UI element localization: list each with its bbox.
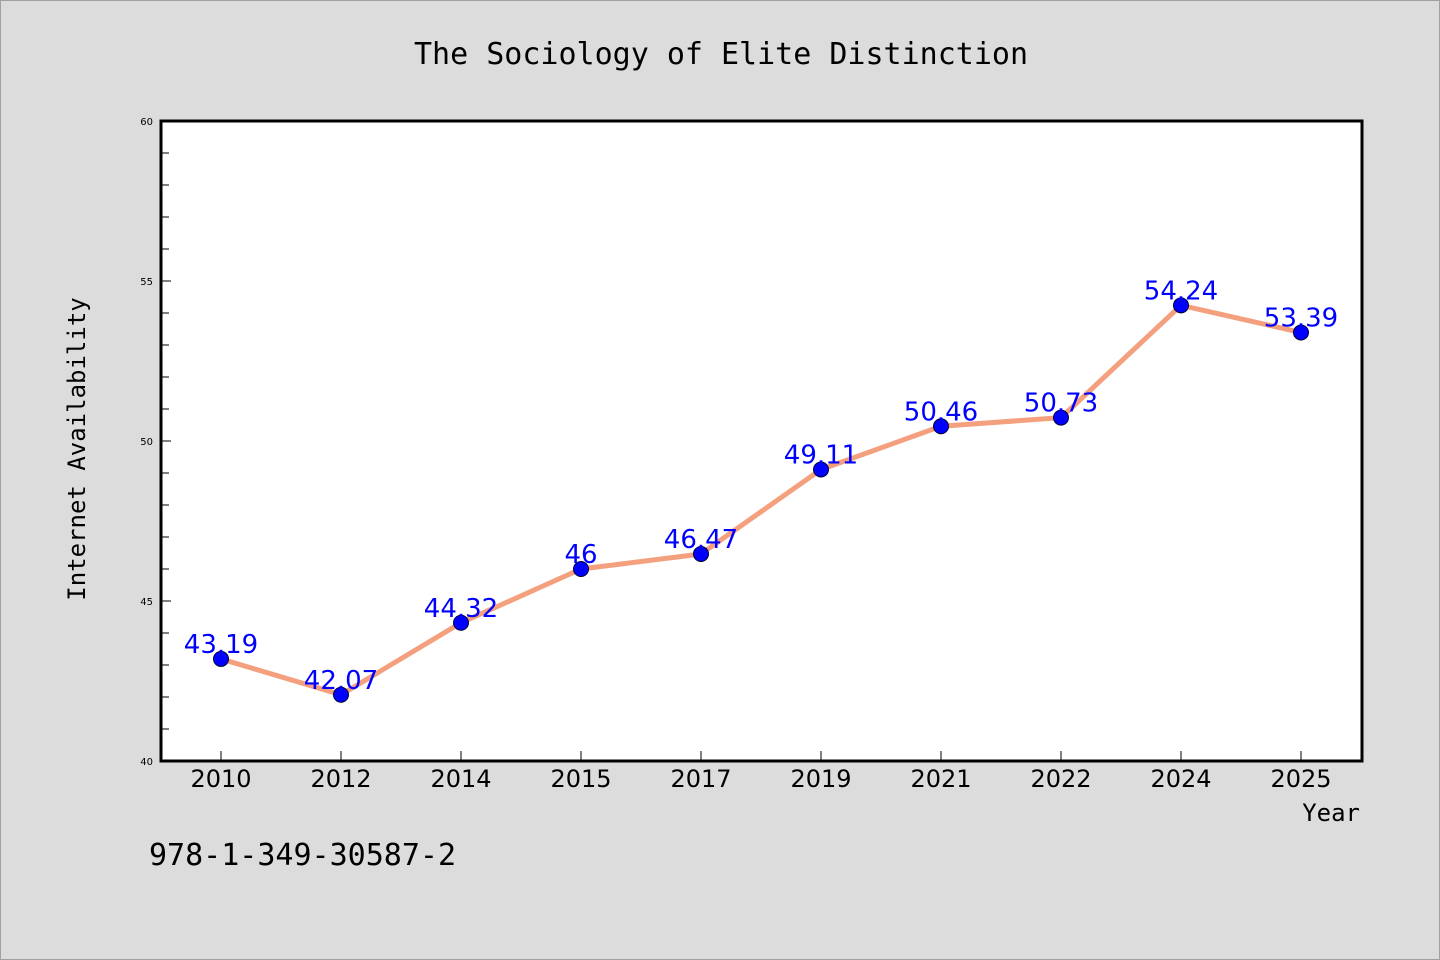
y-axis: 40 45 50 55 60 <box>140 117 171 768</box>
x-axis-title: Year <box>1302 799 1360 827</box>
x-tick-label: 2025 <box>1270 765 1331 793</box>
x-tick-label: 2021 <box>910 765 971 793</box>
x-tick-label: 2014 <box>430 765 491 793</box>
data-point <box>1173 297 1189 314</box>
data-label: 43.19 <box>184 630 258 660</box>
data-point <box>693 545 709 562</box>
x-tick-label: 2022 <box>1030 765 1091 793</box>
x-tick-label: 2019 <box>790 765 851 793</box>
data-point <box>453 614 469 631</box>
x-axis: 2010 2012 2014 2015 2017 2019 2021 2022 2024 2025 <box>190 751 1332 793</box>
data-label: 46.47 <box>664 525 738 555</box>
data-point <box>1293 324 1309 341</box>
data-label: 53.39 <box>1264 304 1338 334</box>
x-tick-label: 2017 <box>670 765 731 793</box>
data-point <box>813 461 829 478</box>
data-point <box>333 686 349 703</box>
data-labels: 43.19 42.07 44.32 46 46.47 49.11 50.46 50.73 54.… <box>184 276 1338 695</box>
x-tick-label: 2015 <box>550 765 611 793</box>
x-tick-label: 2012 <box>310 765 371 793</box>
x-tick-label: 2024 <box>1150 765 1211 793</box>
data-point <box>573 561 589 577</box>
x-tick-label: 2010 <box>190 765 251 793</box>
chart-title: The Sociology of Elite Distinction <box>414 37 1028 72</box>
data-label: 54.24 <box>1144 276 1218 306</box>
data-label: 50.46 <box>904 397 978 427</box>
plot-area <box>159 119 1364 763</box>
series-polyline <box>218 302 1304 698</box>
series-markers <box>213 297 1309 703</box>
data-point <box>933 418 949 435</box>
data-label: 42.07 <box>304 666 378 696</box>
series-line <box>218 302 1304 698</box>
y-tick-label: 60 <box>140 117 153 128</box>
isbn-annotation: 978-1-349-30587-2 <box>149 838 456 873</box>
data-label: 49.11 <box>784 440 858 470</box>
data-label: 46 <box>564 540 597 570</box>
y-axis-title: Internet Availability <box>63 297 91 600</box>
data-label: 44.32 <box>424 594 498 624</box>
y-tick-label: 45 <box>140 597 153 608</box>
data-point <box>213 650 229 667</box>
data-label: 50.73 <box>1024 389 1098 419</box>
y-tick-label: 50 <box>140 437 153 448</box>
y-tick-label: 55 <box>140 277 153 288</box>
data-point <box>1053 409 1069 426</box>
y-tick-label: 40 <box>140 757 153 768</box>
